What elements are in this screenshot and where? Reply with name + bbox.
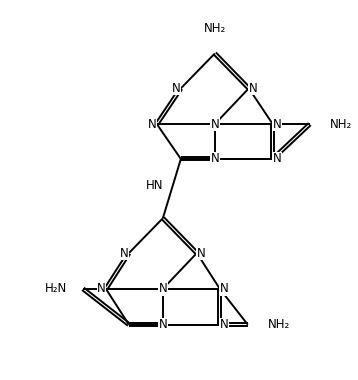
Text: H₂N: H₂N <box>45 282 67 295</box>
Text: N: N <box>220 282 228 295</box>
Text: N: N <box>273 152 281 165</box>
Text: N: N <box>120 247 129 260</box>
Text: NH₂: NH₂ <box>267 318 290 331</box>
Text: NH₂: NH₂ <box>329 117 352 131</box>
Text: N: N <box>172 82 181 95</box>
Text: N: N <box>159 318 167 331</box>
Text: N: N <box>220 318 228 331</box>
Text: NH₂: NH₂ <box>204 22 226 35</box>
Text: HN: HN <box>145 179 163 192</box>
Text: N: N <box>249 82 257 95</box>
Text: N: N <box>197 247 205 260</box>
Text: N: N <box>211 117 219 131</box>
Text: N: N <box>97 282 106 295</box>
Text: N: N <box>148 117 157 131</box>
Text: N: N <box>159 282 167 295</box>
Text: N: N <box>211 152 219 165</box>
Text: N: N <box>273 117 281 131</box>
